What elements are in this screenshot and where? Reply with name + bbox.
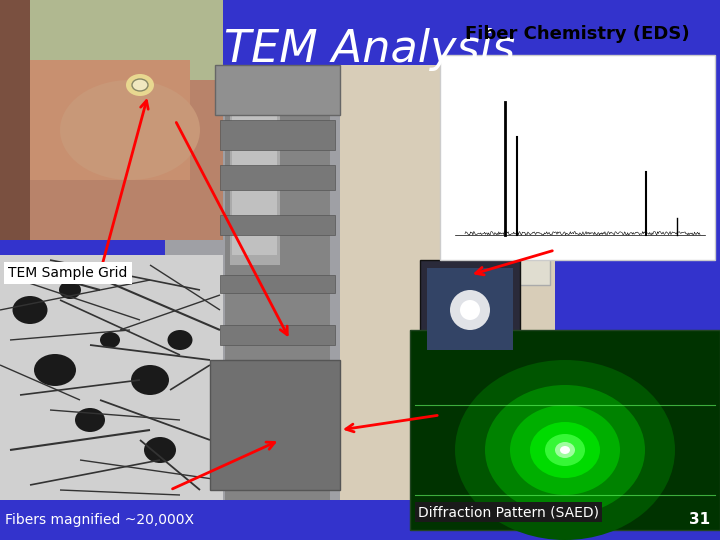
Text: Diffraction Pattern (SAED): Diffraction Pattern (SAED) bbox=[418, 505, 599, 519]
Bar bbox=[0, 255, 223, 500]
Bar bbox=[0, 0, 223, 240]
Bar bbox=[410, 330, 720, 530]
Bar bbox=[165, 65, 555, 500]
Ellipse shape bbox=[455, 360, 675, 540]
Text: 31: 31 bbox=[689, 512, 710, 528]
Bar bbox=[232, 70, 277, 255]
Ellipse shape bbox=[59, 281, 81, 299]
Bar bbox=[210, 360, 340, 490]
Bar bbox=[215, 65, 340, 115]
Bar bbox=[220, 215, 335, 235]
Bar bbox=[225, 65, 330, 500]
Ellipse shape bbox=[545, 434, 585, 466]
Ellipse shape bbox=[560, 446, 570, 454]
Bar bbox=[420, 260, 520, 360]
Text: TEM Analysis: TEM Analysis bbox=[225, 28, 516, 71]
Ellipse shape bbox=[530, 422, 600, 478]
Ellipse shape bbox=[485, 385, 645, 515]
Ellipse shape bbox=[100, 332, 120, 348]
Bar bbox=[220, 325, 335, 345]
Bar bbox=[450, 65, 550, 285]
Bar bbox=[340, 65, 555, 500]
Ellipse shape bbox=[131, 365, 169, 395]
Ellipse shape bbox=[12, 296, 48, 324]
Bar bbox=[220, 165, 335, 190]
Ellipse shape bbox=[34, 354, 76, 386]
Ellipse shape bbox=[510, 405, 620, 495]
Bar bbox=[427, 268, 513, 350]
Ellipse shape bbox=[460, 300, 480, 320]
Ellipse shape bbox=[126, 74, 154, 96]
Ellipse shape bbox=[132, 79, 148, 91]
Bar bbox=[0, 0, 30, 240]
Bar bbox=[440, 55, 715, 260]
Bar bbox=[30, 60, 190, 180]
Ellipse shape bbox=[60, 80, 200, 180]
Ellipse shape bbox=[450, 290, 490, 330]
Ellipse shape bbox=[144, 437, 176, 463]
Ellipse shape bbox=[555, 442, 575, 458]
Bar bbox=[220, 120, 335, 150]
Text: Fiber Chemistry (EDS): Fiber Chemistry (EDS) bbox=[465, 25, 690, 43]
Ellipse shape bbox=[75, 408, 105, 432]
Text: Fibers magnified ~20,000X: Fibers magnified ~20,000X bbox=[5, 513, 194, 527]
Bar bbox=[0, 80, 223, 240]
Bar bbox=[220, 275, 335, 293]
Bar bbox=[230, 65, 280, 265]
Text: TEM Sample Grid: TEM Sample Grid bbox=[8, 266, 127, 280]
Ellipse shape bbox=[168, 330, 192, 350]
